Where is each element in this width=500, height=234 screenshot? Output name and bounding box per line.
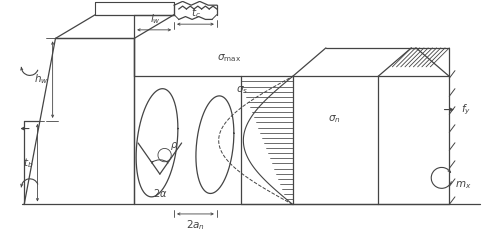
Text: $\sigma_n$: $\sigma_n$ [328,113,340,125]
Text: $2\alpha$: $2\alpha$ [152,187,167,199]
Text: $h_w$: $h_w$ [34,72,49,86]
Text: $m_x$: $m_x$ [455,179,471,191]
Text: $t_c$: $t_c$ [191,7,201,20]
Text: $2a_n$: $2a_n$ [186,218,206,231]
Text: $\sigma_{\rm max}$: $\sigma_{\rm max}$ [217,52,241,64]
Text: $t_b$: $t_b$ [24,156,34,170]
Text: $\sigma_s$: $\sigma_s$ [236,85,248,96]
Text: $f_y$: $f_y$ [460,102,470,117]
Text: $l_w$: $l_w$ [150,12,160,26]
Text: $\rho$: $\rho$ [170,140,178,152]
